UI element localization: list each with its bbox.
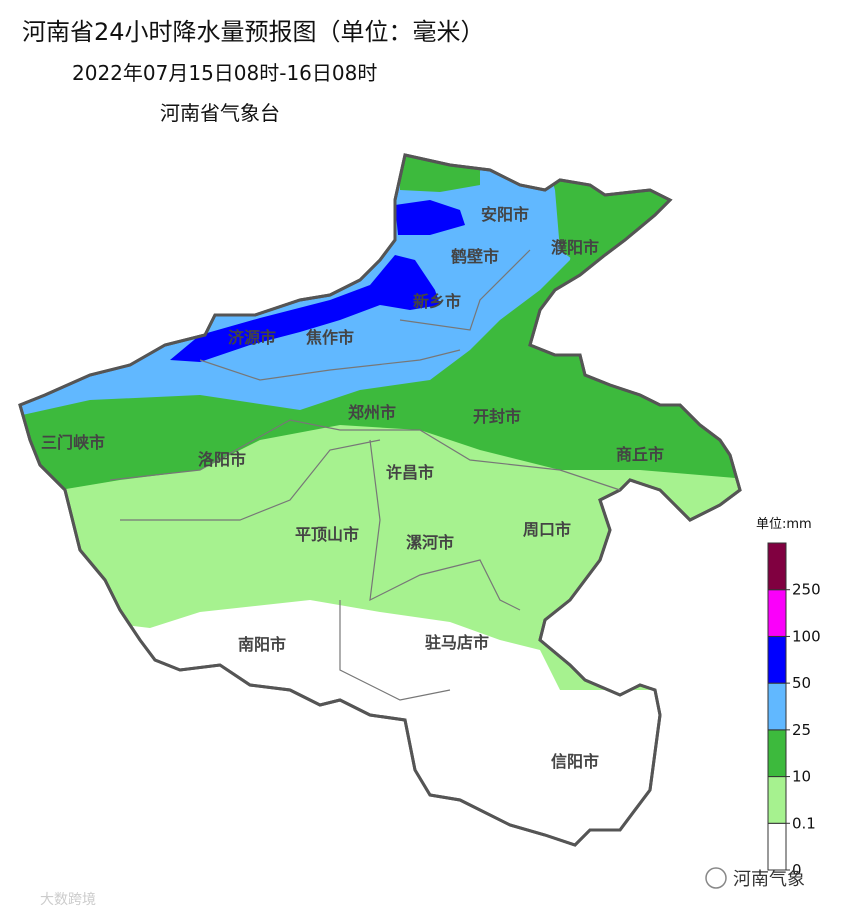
legend-swatch bbox=[767, 682, 787, 731]
city-label: 许昌市 bbox=[386, 463, 434, 482]
legend-swatch bbox=[767, 542, 787, 591]
city-labels: 安阳市 鹤壁市 濮阳市 新乡市 济源市 焦作市 三门峡市 洛阳市 郑州市 开封市… bbox=[41, 205, 664, 771]
legend-swatch bbox=[767, 635, 787, 684]
city-label: 济源市 bbox=[228, 328, 276, 347]
legend-tick-label: 50 bbox=[792, 674, 811, 692]
legend-swatch bbox=[767, 776, 787, 824]
source: 大数跨境 bbox=[40, 892, 96, 908]
city-label: 信阳市 bbox=[551, 752, 599, 771]
issuer: 河南省气象台 bbox=[160, 101, 280, 125]
city-label: 安阳市 bbox=[481, 205, 529, 224]
city-label: 周口市 bbox=[523, 520, 571, 539]
city-label: 漯河市 bbox=[406, 533, 454, 552]
legend: 单位:mm 0 0.1 10 25 50 100 250 bbox=[756, 517, 821, 879]
legend-unit: 单位:mm bbox=[756, 517, 812, 532]
legend-tick-label: 10 bbox=[792, 768, 811, 786]
city-label: 商丘市 bbox=[616, 445, 664, 464]
city-label: 新乡市 bbox=[413, 292, 461, 311]
legend-tick-label: 25 bbox=[792, 721, 811, 739]
rain-field bbox=[20, 155, 740, 845]
city-label: 驻马店市 bbox=[425, 633, 489, 652]
city-label: 洛阳市 bbox=[198, 450, 246, 469]
legend-tick-label: 100 bbox=[792, 627, 821, 645]
city-label: 三门峡市 bbox=[41, 433, 105, 452]
legend-swatch bbox=[767, 729, 787, 778]
legend-tick-label: 0 bbox=[792, 861, 802, 879]
city-label: 鹤壁市 bbox=[451, 247, 499, 266]
city-label: 开封市 bbox=[473, 407, 521, 426]
legend-tick-label: 0.1 bbox=[792, 814, 816, 832]
city-label: 焦作市 bbox=[305, 328, 354, 347]
watermark: 河南气象 大数跨境 bbox=[40, 867, 805, 908]
legend-swatch bbox=[767, 822, 787, 871]
city-label: 郑州市 bbox=[348, 403, 396, 422]
city-label: 南阳市 bbox=[238, 635, 286, 654]
account: 河南气象 bbox=[733, 869, 805, 890]
city-label: 濮阳市 bbox=[551, 238, 599, 257]
city-label: 平顶山市 bbox=[295, 525, 359, 544]
province-border bbox=[18, 153, 742, 847]
city-borders bbox=[109, 249, 621, 701]
period: 2022年07月15日08时-16日08时 bbox=[72, 61, 377, 85]
legend-tick-label: 250 bbox=[792, 581, 821, 599]
title: 河南省24小时降水量预报图（单位：毫米） bbox=[22, 18, 485, 46]
legend-swatch bbox=[767, 589, 787, 637]
